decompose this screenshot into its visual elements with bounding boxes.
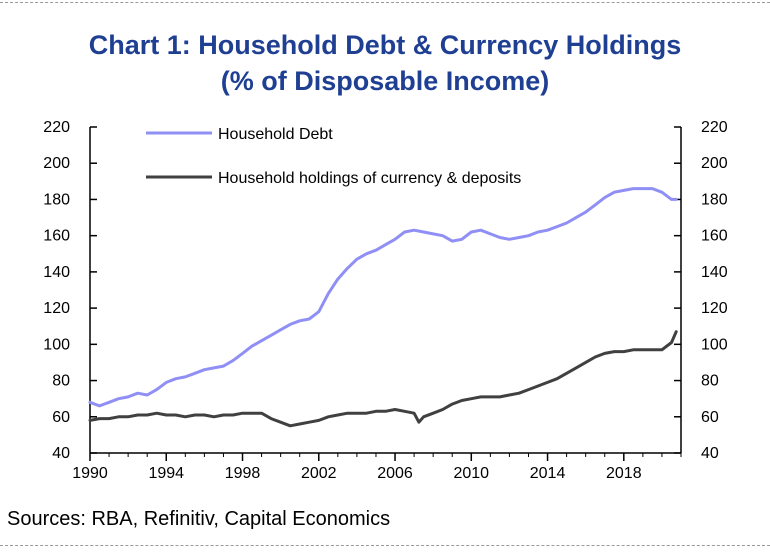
left-y-tick-label: 120 xyxy=(43,300,70,317)
x-tick-label: 1990 xyxy=(72,465,108,482)
series-lines xyxy=(88,187,678,428)
left-y-tick-label: 220 xyxy=(43,119,70,136)
left-y-tick-label: 80 xyxy=(52,373,70,390)
chart-subtitle: (% of Disposable Income) xyxy=(220,66,550,96)
right-y-tick-label: 40 xyxy=(701,445,719,462)
left-y-tick-label: 100 xyxy=(43,336,70,353)
x-tick-label: 2002 xyxy=(301,465,337,482)
right-y-tick-label: 200 xyxy=(701,155,728,172)
source-note: Sources: RBA, Refinitiv, Capital Economi… xyxy=(7,508,391,530)
right-y-tick-label: 120 xyxy=(701,300,728,317)
x-tick-label: 1994 xyxy=(148,465,184,482)
right-y-tick-label: 60 xyxy=(701,409,719,426)
currency-deposits-line xyxy=(88,330,678,428)
left-y-tick-label: 160 xyxy=(43,228,70,245)
legend-label: Household holdings of currency & deposit… xyxy=(218,170,521,187)
chart-title: Chart 1: Household Debt & Currency Holdi… xyxy=(88,30,682,60)
x-tick-label: 2018 xyxy=(606,465,642,482)
left-y-tick-label: 140 xyxy=(43,264,70,281)
x-tick-label: 2006 xyxy=(377,465,413,482)
top-dashed-rule xyxy=(0,2,770,3)
legend-label: Household Debt xyxy=(218,126,333,143)
axes: 40 60 80 100 120 140 160 180 200 220 40 60 80 100 120 1… xyxy=(43,119,728,482)
legend: Household Debt Household holdings of curr… xyxy=(146,126,521,187)
legend-item-household-debt: Household Debt xyxy=(146,126,333,143)
right-y-tick-label: 140 xyxy=(701,264,728,281)
x-tick-label: 2010 xyxy=(453,465,489,482)
legend-item-currency-deposits: Household holdings of currency & deposit… xyxy=(146,170,521,187)
right-y-tick-label: 180 xyxy=(701,191,728,208)
bottom-dashed-rule xyxy=(0,545,770,546)
household-debt-line xyxy=(88,187,678,408)
right-y-tick-label: 220 xyxy=(701,119,728,136)
left-y-tick-label: 200 xyxy=(43,155,70,172)
left-y-tick-label: 40 xyxy=(52,445,70,462)
right-y-tick-label: 80 xyxy=(701,373,719,390)
right-y-tick-label: 100 xyxy=(701,336,728,353)
x-tick-label: 1998 xyxy=(225,465,261,482)
left-y-tick-label: 180 xyxy=(43,191,70,208)
left-y-tick-label: 60 xyxy=(52,409,70,426)
x-tick-label: 2014 xyxy=(530,465,566,482)
right-y-tick-label: 160 xyxy=(701,228,728,245)
